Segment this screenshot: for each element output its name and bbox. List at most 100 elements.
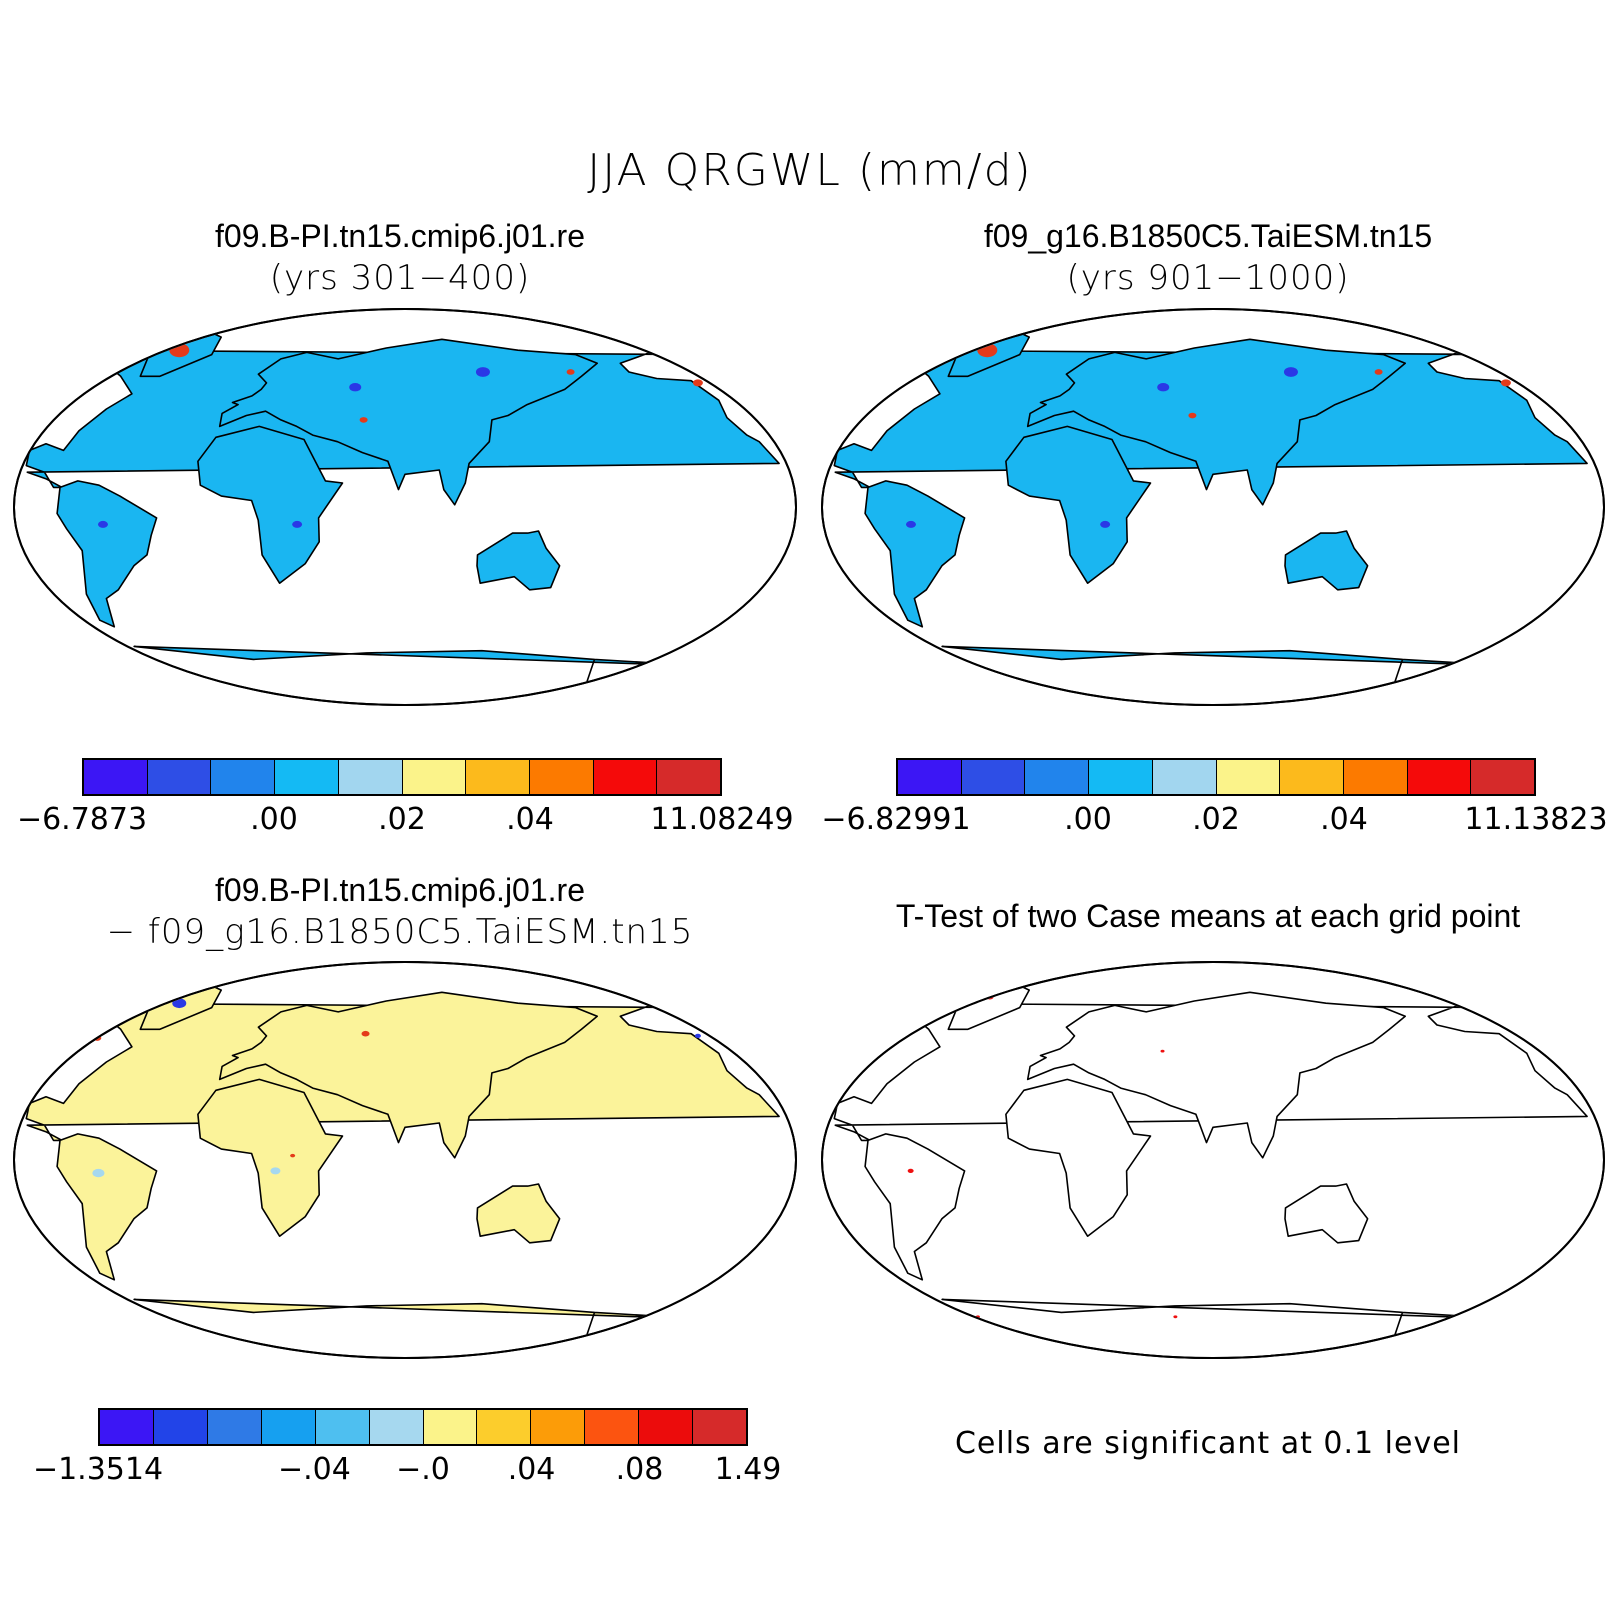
field-anomaly-patch: [1536, 386, 1551, 397]
panel-3-subtitle: − f09_g16.B1850C5.TaiESM.tn15: [106, 912, 694, 952]
colorbar-swatch: [529, 760, 594, 794]
continent-south-america: [864, 1133, 966, 1281]
globe-border: [821, 961, 1605, 1359]
colorbar-swatch: [898, 760, 962, 794]
field-anomaly-patch: [349, 383, 362, 392]
field-anomaly-patch: [50, 374, 69, 387]
field-anomaly-patch: [1160, 1049, 1165, 1053]
colorbar-tick-label: .02: [1192, 802, 1240, 837]
colorbar-swatch: [639, 1410, 694, 1444]
continent-africa: [1005, 1078, 1152, 1237]
colorbar-swatch: [84, 760, 148, 794]
continent-africa: [1005, 425, 1152, 584]
continent-africa: [197, 1078, 344, 1237]
field-anomaly-patch: [1374, 369, 1383, 375]
colorbar-tick-label: .04: [1320, 802, 1368, 837]
panel-1-subtitle: (yrs 301−400): [269, 258, 531, 298]
colorbar-swatch: [466, 760, 530, 794]
colorbar-swatch: [1407, 760, 1472, 794]
colorbar-swatch: [1089, 760, 1153, 794]
colorbar-swatch: [261, 1410, 316, 1444]
colorbar-swatch: [593, 760, 658, 794]
globe-border: [13, 308, 797, 706]
colorbar-tick-label: .02: [378, 802, 426, 837]
colorbar-swatch: [147, 760, 212, 794]
field-anomaly-patch: [692, 379, 703, 387]
colorbar-tick-label: −.04: [278, 1452, 351, 1487]
field-anomaly-patch: [1283, 367, 1298, 377]
panel-4-title: T-Test of two Case means at each grid po…: [895, 898, 1521, 934]
field-anomaly-patch: [1100, 520, 1111, 528]
main-title: JJA QRGWL (mm/d): [587, 145, 1033, 196]
field-anomaly-patch: [566, 369, 575, 375]
colorbar-swatch: [275, 760, 339, 794]
globe-border: [13, 961, 797, 1359]
panel-2-title: f09_g16.B1850C5.TaiESM.tn15: [983, 218, 1433, 254]
colorbar-tick-label: 1.49: [714, 1452, 782, 1487]
colorbar-tick-label: .04: [506, 802, 554, 837]
field-anomaly-patch: [97, 520, 108, 528]
colorbar-swatch: [657, 760, 721, 794]
colorbar-tick-label: .08: [615, 1452, 664, 1487]
continent-eurasia: [218, 991, 598, 1159]
continent-eurasia: [1026, 991, 1406, 1159]
field-anomaly-patch: [475, 367, 490, 377]
continent-south-america: [864, 480, 966, 628]
field-anomaly-patch: [858, 374, 877, 387]
panel-2-map: [821, 308, 1605, 706]
colorbar-tick-label: .04: [507, 1452, 556, 1487]
colorbar-swatch: [211, 760, 276, 794]
continent-africa: [197, 425, 344, 584]
panel-3-map: [13, 961, 797, 1359]
colorbar-tick-label: −.0: [396, 1452, 450, 1487]
continent-australia: [476, 530, 561, 591]
colorbar-swatch: [100, 1410, 154, 1444]
panel-3-colorbar: [98, 1408, 748, 1446]
panel-1-colorbar: [82, 758, 722, 796]
panel-2-colorbar: [896, 758, 1536, 796]
field-anomaly-patch: [292, 520, 303, 528]
continent-eurasia: [1026, 338, 1406, 506]
field-anomaly-patch: [886, 1027, 893, 1032]
colorbar-swatch: [1280, 760, 1344, 794]
panel-1-title: f09.B-PI.tn15.cmip6.j01.re: [215, 218, 585, 254]
colorbar-swatch: [961, 760, 1026, 794]
colorbar-tick-label: −6.82991: [821, 802, 971, 837]
field-anomaly-patch: [694, 1033, 701, 1038]
field-anomaly-patch: [92, 1168, 105, 1178]
colorbar-swatch: [1025, 760, 1090, 794]
continent-eurasia: [218, 338, 598, 506]
colorbar-swatch: [585, 1410, 640, 1444]
field-anomaly-patch: [361, 1030, 370, 1037]
continent-australia: [1284, 530, 1369, 591]
field-anomaly-patch: [1157, 383, 1170, 392]
field-anomaly-patch: [905, 520, 916, 528]
panel-2-subtitle: (yrs 901−1000): [1066, 258, 1350, 298]
colorbar-swatch: [153, 1410, 208, 1444]
field-anomaly-patch: [876, 390, 887, 398]
colorbar-swatch: [369, 1410, 424, 1444]
globe-border: [821, 308, 1605, 706]
colorbar-swatch: [1343, 760, 1408, 794]
field-anomaly-patch: [907, 1168, 914, 1173]
continent-south-america: [56, 1133, 158, 1281]
colorbar-swatch: [693, 1410, 747, 1444]
field-anomaly-patch: [290, 1153, 296, 1158]
significance-note: Cells are significant at 0.1 level: [954, 1426, 1461, 1461]
field-anomaly-patch: [270, 1167, 281, 1175]
colorbar-tick-label: 11.08249: [650, 802, 794, 837]
field-anomaly-patch: [68, 390, 79, 398]
colorbar-swatch: [423, 1410, 478, 1444]
field-anomaly-patch: [359, 417, 368, 423]
continent-australia: [1284, 1183, 1369, 1244]
field-anomaly-patch: [172, 998, 187, 1009]
continent-south-america: [56, 480, 158, 628]
colorbar-tick-label: .00: [1064, 802, 1112, 837]
colorbar-tick-label: 11.13823: [1464, 802, 1608, 837]
field-anomaly-patch: [728, 386, 743, 397]
colorbar-tick-label: −1.3514: [32, 1452, 164, 1487]
colorbar-swatch: [477, 1410, 532, 1444]
colorbar-swatch: [402, 760, 467, 794]
colorbar-tick-label: −6.7873: [16, 802, 148, 837]
field-anomaly-patch: [1500, 379, 1511, 387]
